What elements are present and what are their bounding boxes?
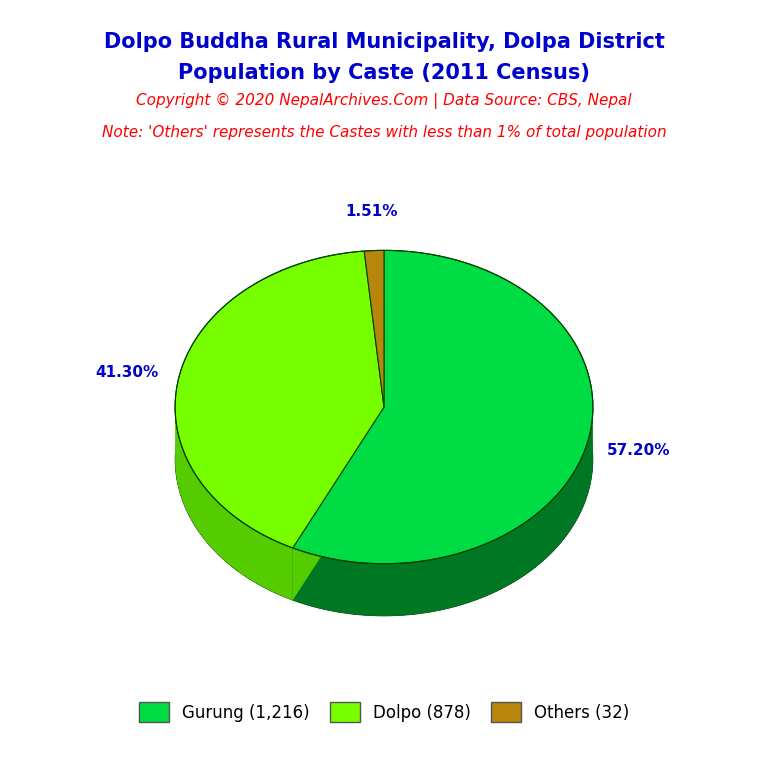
Text: Copyright © 2020 NepalArchives.Com | Data Source: CBS, Nepal: Copyright © 2020 NepalArchives.Com | Dat… [136,94,632,109]
Polygon shape [293,407,384,601]
Text: Dolpo Buddha Rural Municipality, Dolpa District: Dolpo Buddha Rural Municipality, Dolpa D… [104,32,664,52]
Polygon shape [175,407,293,601]
Text: 41.30%: 41.30% [95,365,159,379]
Polygon shape [293,250,593,564]
Legend: Gurung (1,216), Dolpo (878), Others (32): Gurung (1,216), Dolpo (878), Others (32) [132,695,636,729]
Ellipse shape [175,303,593,616]
Polygon shape [175,251,384,548]
Text: Note: 'Others' represents the Castes with less than 1% of total population: Note: 'Others' represents the Castes wit… [101,124,667,140]
Text: Population by Caste (2011 Census): Population by Caste (2011 Census) [178,63,590,83]
Text: 1.51%: 1.51% [346,204,398,219]
Polygon shape [293,407,384,601]
Text: 57.20%: 57.20% [607,443,670,458]
Polygon shape [293,408,593,616]
Polygon shape [364,250,384,407]
